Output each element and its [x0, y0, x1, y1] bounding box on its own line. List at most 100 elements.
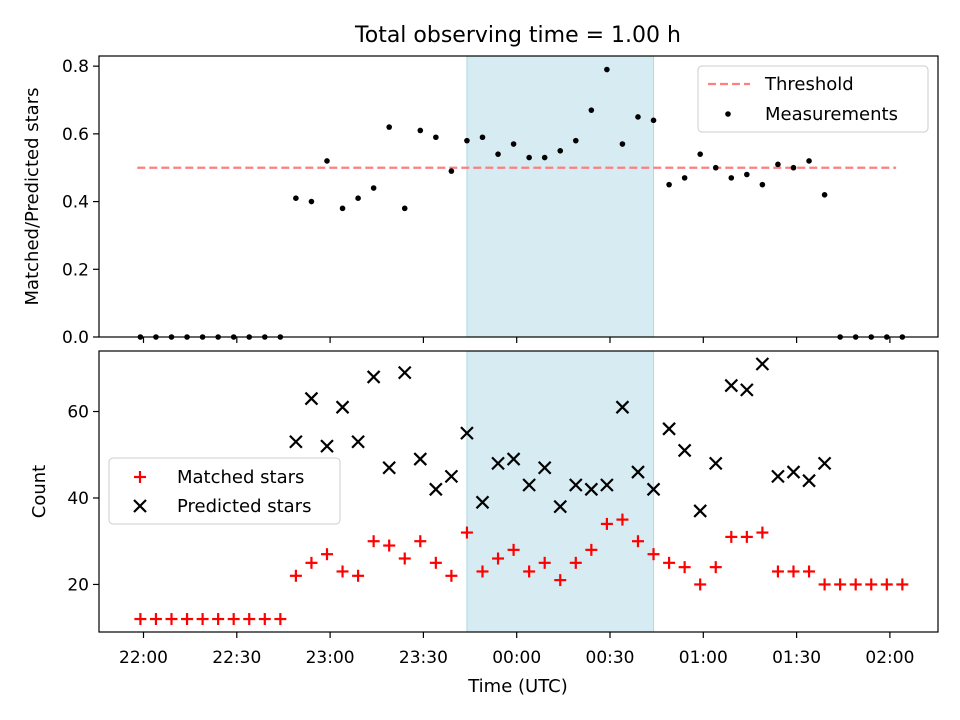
- data-point: [619, 141, 626, 147]
- data-point: [725, 530, 738, 543]
- data-point: [507, 543, 520, 556]
- data-point: [352, 569, 365, 582]
- data-point: [429, 556, 442, 569]
- legend-measurements-swatch: [725, 111, 731, 117]
- data-point: [351, 435, 365, 449]
- data-point: [771, 565, 784, 578]
- data-point: [165, 613, 178, 626]
- plot-frame: [98, 55, 939, 338]
- data-point: [802, 473, 816, 488]
- y-tick-label: 20: [67, 575, 89, 595]
- data-point: [572, 137, 579, 144]
- legend-predicted-swatch: [133, 499, 147, 513]
- data-point: [865, 578, 878, 591]
- y-axis-label: Matched/Predicted stars: [22, 88, 43, 306]
- y-tick-label: 0.0: [62, 328, 89, 348]
- data-point: [896, 578, 909, 591]
- data-point: [584, 482, 599, 497]
- data-point: [756, 526, 769, 539]
- data-point: [541, 154, 548, 161]
- data-point: [806, 158, 812, 164]
- data-point: [709, 561, 722, 574]
- data-point: [386, 124, 392, 130]
- data-point: [324, 158, 330, 164]
- data-point: [740, 383, 754, 397]
- legend-matched-label: Matched stars: [177, 467, 304, 488]
- data-point: [335, 400, 350, 414]
- data-point: [786, 465, 801, 479]
- data-point: [444, 469, 459, 484]
- legend-matched-swatch: [134, 471, 146, 483]
- data-point: [646, 482, 661, 497]
- data-point: [740, 530, 753, 543]
- data-point: [134, 613, 147, 626]
- data-point: [522, 478, 536, 492]
- data-point: [510, 141, 517, 147]
- count-panel: 20 40 60 Count Matched stars Predicted stars: [29, 350, 939, 638]
- data-point: [304, 391, 319, 406]
- legend-box: [108, 457, 341, 525]
- data-point: [355, 195, 361, 201]
- x-tick-label: 22:00: [119, 648, 168, 668]
- data-point: [849, 578, 862, 591]
- data-point: [460, 526, 473, 539]
- y-tick-label: 0.6: [62, 125, 89, 145]
- data-point: [289, 435, 303, 449]
- x-tick-label: 01:30: [772, 648, 821, 668]
- legend-predicted-label: Predicted stars: [177, 496, 311, 517]
- data-point: [308, 198, 315, 205]
- data-point: [615, 400, 630, 414]
- data-point: [523, 565, 536, 578]
- data-point: [755, 357, 770, 371]
- data-point: [771, 469, 785, 484]
- data-point: [712, 164, 719, 171]
- data-point: [475, 495, 490, 510]
- data-point: [397, 365, 412, 380]
- data-point: [724, 378, 739, 393]
- data-point: [476, 565, 489, 578]
- data-point: [196, 613, 209, 626]
- data-point: [821, 192, 828, 198]
- data-point: [212, 613, 225, 626]
- y-tick-label: 0.4: [62, 193, 89, 213]
- data-point: [677, 443, 692, 458]
- data-point: [569, 556, 582, 569]
- data-point: [506, 452, 521, 466]
- data-point: [666, 181, 672, 188]
- data-point: [537, 460, 552, 475]
- data-point: [413, 452, 428, 466]
- data-point: [585, 543, 598, 556]
- highlight-interval: [466, 350, 655, 633]
- data-point: [553, 499, 568, 514]
- data-point: [448, 168, 455, 174]
- series-matched-stars: [134, 513, 909, 626]
- data-point: [631, 535, 644, 548]
- legend-measurements-label: Measurements: [765, 104, 898, 125]
- legend: Matched stars Predicted stars: [108, 457, 341, 525]
- data-point: [398, 552, 411, 565]
- data-point: [631, 465, 645, 479]
- data-point: [569, 478, 583, 492]
- data-point: [526, 154, 532, 161]
- data-point: [600, 517, 613, 530]
- data-point: [663, 556, 676, 569]
- y-tick-label: 0.2: [62, 260, 89, 280]
- plot-frame: [98, 350, 939, 633]
- data-point: [320, 439, 334, 453]
- data-point: [289, 569, 302, 582]
- legend-threshold-label: Threshold: [764, 74, 854, 95]
- data-point: [880, 578, 893, 591]
- data-point: [370, 185, 377, 191]
- data-point: [367, 535, 380, 548]
- highlight-interval: [466, 55, 655, 338]
- data-point: [366, 370, 381, 384]
- data-point: [554, 574, 567, 587]
- data-point: [417, 127, 424, 134]
- data-point: [181, 613, 194, 626]
- y-tick-label: 60: [67, 403, 89, 423]
- series-predicted-stars: [289, 357, 832, 518]
- data-point: [790, 164, 797, 171]
- data-point: [464, 137, 470, 144]
- ratio-panel: 0.0 0.2 0.4 0.6 0.8 Matched/Predicted stars Th…: [22, 55, 939, 348]
- data-point: [383, 539, 396, 552]
